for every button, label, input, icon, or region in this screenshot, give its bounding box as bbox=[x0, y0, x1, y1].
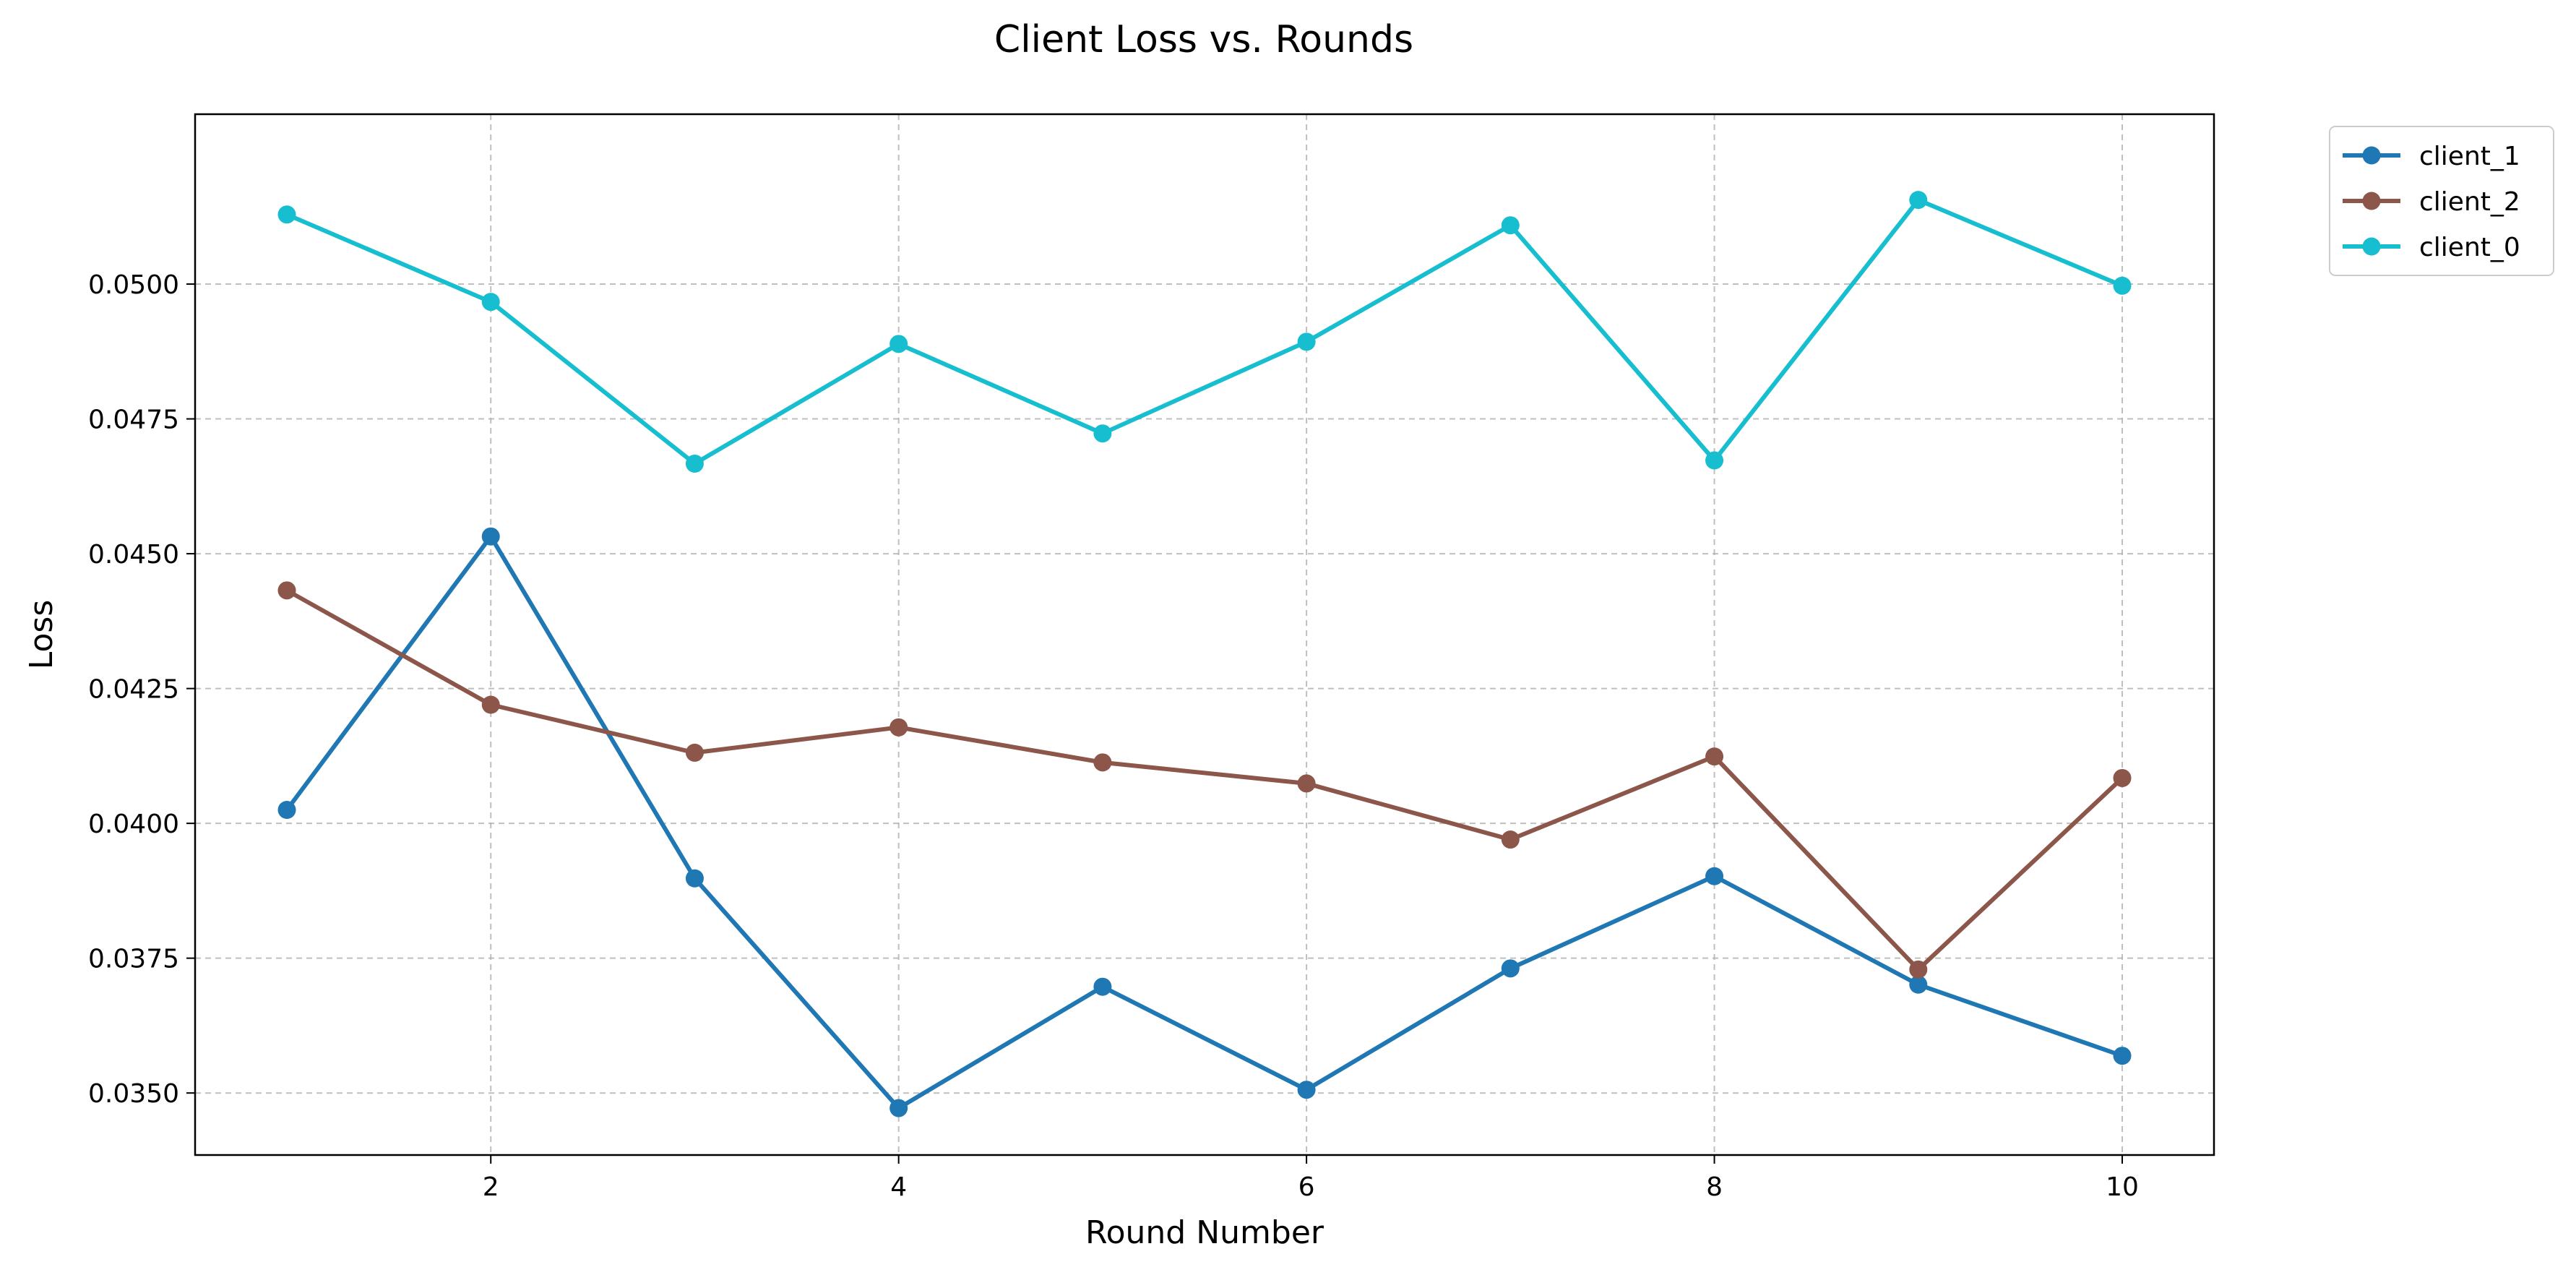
y-tick-label: 0.0350 bbox=[88, 1079, 179, 1109]
legend-label-client_2: client_2 bbox=[2419, 187, 2520, 217]
data-point-client_2 bbox=[2113, 768, 2132, 787]
y-tick-label: 0.0400 bbox=[88, 810, 179, 839]
data-point-client_2 bbox=[277, 581, 296, 600]
series-line-client_1 bbox=[285, 534, 2124, 1111]
x-tick-label: 8 bbox=[1706, 1172, 1723, 1202]
data-point-client_0 bbox=[277, 205, 296, 224]
legend-item-client_2: client_2 bbox=[2343, 187, 2520, 217]
data-point-client_1 bbox=[1909, 975, 1928, 994]
data-point-client_2 bbox=[481, 695, 500, 714]
data-point-client_1 bbox=[1297, 1081, 1316, 1099]
data-point-client_1 bbox=[2113, 1047, 2132, 1065]
series-line-client_0 bbox=[285, 197, 2124, 466]
data-point-client_0 bbox=[481, 293, 500, 312]
legend-label-client_1: client_1 bbox=[2419, 142, 2520, 171]
series-client_2 bbox=[277, 581, 2132, 979]
data-point-client_1 bbox=[277, 800, 296, 819]
series-line-client_2 bbox=[285, 588, 2124, 972]
series-client_0 bbox=[277, 191, 2132, 473]
x-tick-label: 10 bbox=[2106, 1172, 2139, 1202]
data-point-client_2 bbox=[1501, 830, 1520, 849]
chart-title: Client Loss vs. Rounds bbox=[994, 18, 1413, 61]
x-tick-label: 4 bbox=[890, 1172, 907, 1202]
data-point-client_2 bbox=[1705, 747, 1724, 766]
data-point-client_0 bbox=[1093, 424, 1112, 443]
data-point-client_1 bbox=[1501, 959, 1520, 978]
legend-marker-client_0 bbox=[2362, 237, 2381, 256]
data-point-client_0 bbox=[1909, 191, 1928, 210]
grid-lines bbox=[195, 114, 2214, 1155]
series-client_1 bbox=[277, 527, 2132, 1117]
data-point-client_1 bbox=[889, 1099, 908, 1117]
data-point-client_2 bbox=[1909, 960, 1928, 979]
data-point-client_0 bbox=[2113, 276, 2132, 295]
data-point-client_1 bbox=[685, 869, 704, 888]
x-tick-label: 2 bbox=[483, 1172, 499, 1202]
plot-area-frame bbox=[194, 113, 2215, 1156]
y-tick-label: 0.0375 bbox=[88, 945, 179, 974]
y-tick-label: 0.0475 bbox=[88, 405, 179, 435]
y-tick-label: 0.0500 bbox=[88, 270, 179, 300]
data-point-client_2 bbox=[1297, 774, 1316, 793]
y-tick-label: 0.0450 bbox=[88, 540, 179, 570]
data-point-client_1 bbox=[481, 527, 500, 546]
data-point-client_0 bbox=[1297, 332, 1316, 351]
data-point-client_0 bbox=[1705, 451, 1724, 470]
legend-marker-client_2 bbox=[2362, 192, 2381, 210]
legend-items: client_1 client_2 client_0 bbox=[2343, 142, 2520, 262]
x-axis-ticks: 2 4 6 8 10 bbox=[483, 1155, 2139, 1202]
data-point-client_1 bbox=[1093, 977, 1112, 996]
data-point-client_0 bbox=[1501, 216, 1520, 235]
x-axis-label: Round Number bbox=[1085, 1214, 1324, 1251]
legend: client_1 client_2 client_0 bbox=[2329, 126, 2554, 276]
legend-label-client_0: client_0 bbox=[2419, 233, 2520, 262]
data-point-client_0 bbox=[889, 335, 908, 353]
data-point-client_2 bbox=[685, 743, 704, 762]
legend-box bbox=[2329, 126, 2554, 276]
series-layer bbox=[277, 191, 2132, 1117]
legend-marker-client_1 bbox=[2362, 146, 2381, 165]
y-axis-ticks: 0.0350 0.0375 0.0400 0.0425 0.0450 0.0475 0.05… bbox=[88, 270, 195, 1109]
y-tick-label: 0.0425 bbox=[88, 675, 179, 705]
x-tick-label: 6 bbox=[1298, 1172, 1315, 1202]
legend-item-client_0: client_0 bbox=[2343, 233, 2520, 262]
legend-item-client_1: client_1 bbox=[2343, 142, 2520, 171]
data-point-client_2 bbox=[889, 718, 908, 737]
data-point-client_0 bbox=[685, 454, 704, 473]
y-axis-label: Loss bbox=[23, 600, 60, 670]
data-point-client_1 bbox=[1705, 867, 1724, 885]
data-point-client_2 bbox=[1093, 753, 1112, 772]
